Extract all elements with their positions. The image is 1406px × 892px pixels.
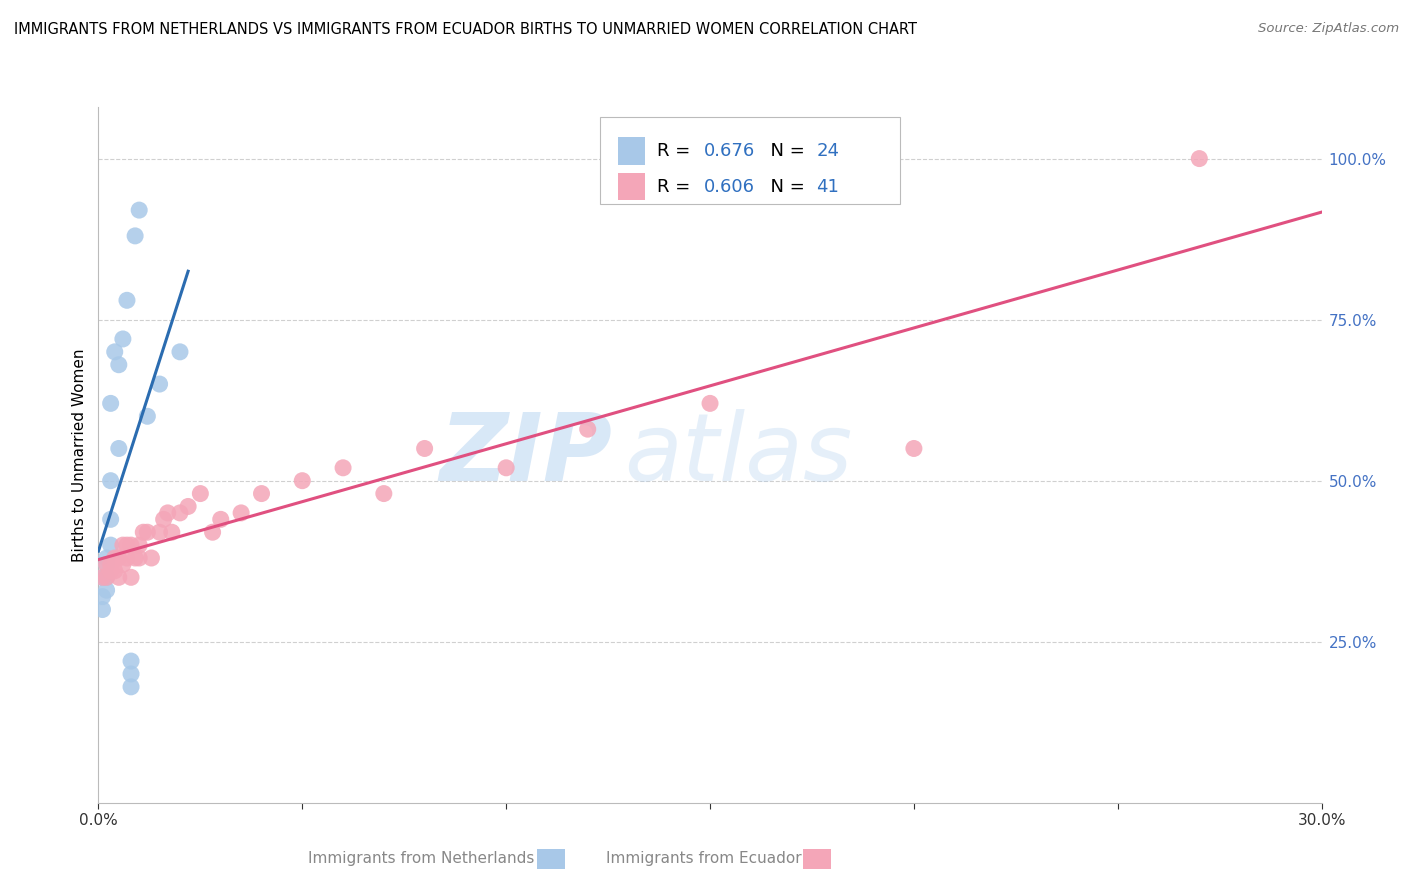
Text: 41: 41 [817,178,839,195]
Point [120,667,142,681]
Point [291,474,314,488]
Point [152,512,174,526]
Point [128,538,150,552]
Point [413,442,436,456]
Text: R =: R = [658,178,696,195]
Text: Immigrants from Netherlands: Immigrants from Netherlands [308,851,534,865]
Point [231,506,253,520]
Point [100,538,122,552]
Point [104,344,127,359]
Point [903,442,925,456]
Point [120,570,142,584]
Text: R =: R = [658,143,696,161]
Point [108,570,131,584]
Point [96,583,118,598]
Point [108,551,131,566]
Text: N =: N = [759,143,810,161]
Point [149,525,172,540]
Point [108,358,131,372]
Point [495,460,517,475]
Text: 0.606: 0.606 [704,178,755,195]
Text: 24: 24 [817,143,839,161]
Point [111,558,134,572]
Point [120,538,142,552]
Point [96,551,118,566]
Point [169,506,191,520]
Point [120,680,142,694]
Point [169,344,191,359]
Bar [537,849,565,869]
Point [149,377,172,392]
Point [250,486,273,500]
Point [209,512,232,526]
Text: Immigrants from Ecuador: Immigrants from Ecuador [606,851,801,865]
Text: N =: N = [759,178,810,195]
Point [100,512,122,526]
Point [141,551,163,566]
Point [120,654,142,668]
Bar [803,849,831,869]
Point [111,332,134,346]
Text: IMMIGRANTS FROM NETHERLANDS VS IMMIGRANTS FROM ECUADOR BIRTHS TO UNMARRIED WOMEN: IMMIGRANTS FROM NETHERLANDS VS IMMIGRANT… [14,22,917,37]
Text: Source: ZipAtlas.com: Source: ZipAtlas.com [1258,22,1399,36]
Point [576,422,599,436]
Point [96,570,118,584]
Point [96,570,118,584]
Point [108,442,131,456]
Point [91,570,114,584]
Point [699,396,721,410]
Text: ZIP: ZIP [439,409,612,501]
Point [115,293,138,308]
Point [124,228,146,243]
Point [136,525,159,540]
Point [201,525,224,540]
Point [91,570,114,584]
Point [188,486,212,500]
Point [100,558,122,572]
Point [115,538,138,552]
Point [124,551,146,566]
Point [96,558,118,572]
Point [128,551,150,566]
Point [115,551,138,566]
Point [177,500,200,514]
Point [91,590,114,604]
Point [104,551,127,566]
Point [1188,152,1211,166]
Point [373,486,395,500]
Point [128,203,150,218]
Point [132,525,155,540]
Point [156,506,179,520]
Point [111,538,134,552]
Point [160,525,183,540]
Point [100,564,122,578]
Point [91,602,114,616]
Point [136,409,159,424]
Point [100,474,122,488]
Y-axis label: Births to Unmarried Women: Births to Unmarried Women [72,348,87,562]
Text: atlas: atlas [624,409,852,500]
FancyBboxPatch shape [600,118,900,204]
Point [100,396,122,410]
Point [96,558,118,572]
Bar [619,173,645,201]
Point [104,564,127,578]
Text: 0.676: 0.676 [704,143,755,161]
Point [332,460,354,475]
Bar [619,137,645,165]
